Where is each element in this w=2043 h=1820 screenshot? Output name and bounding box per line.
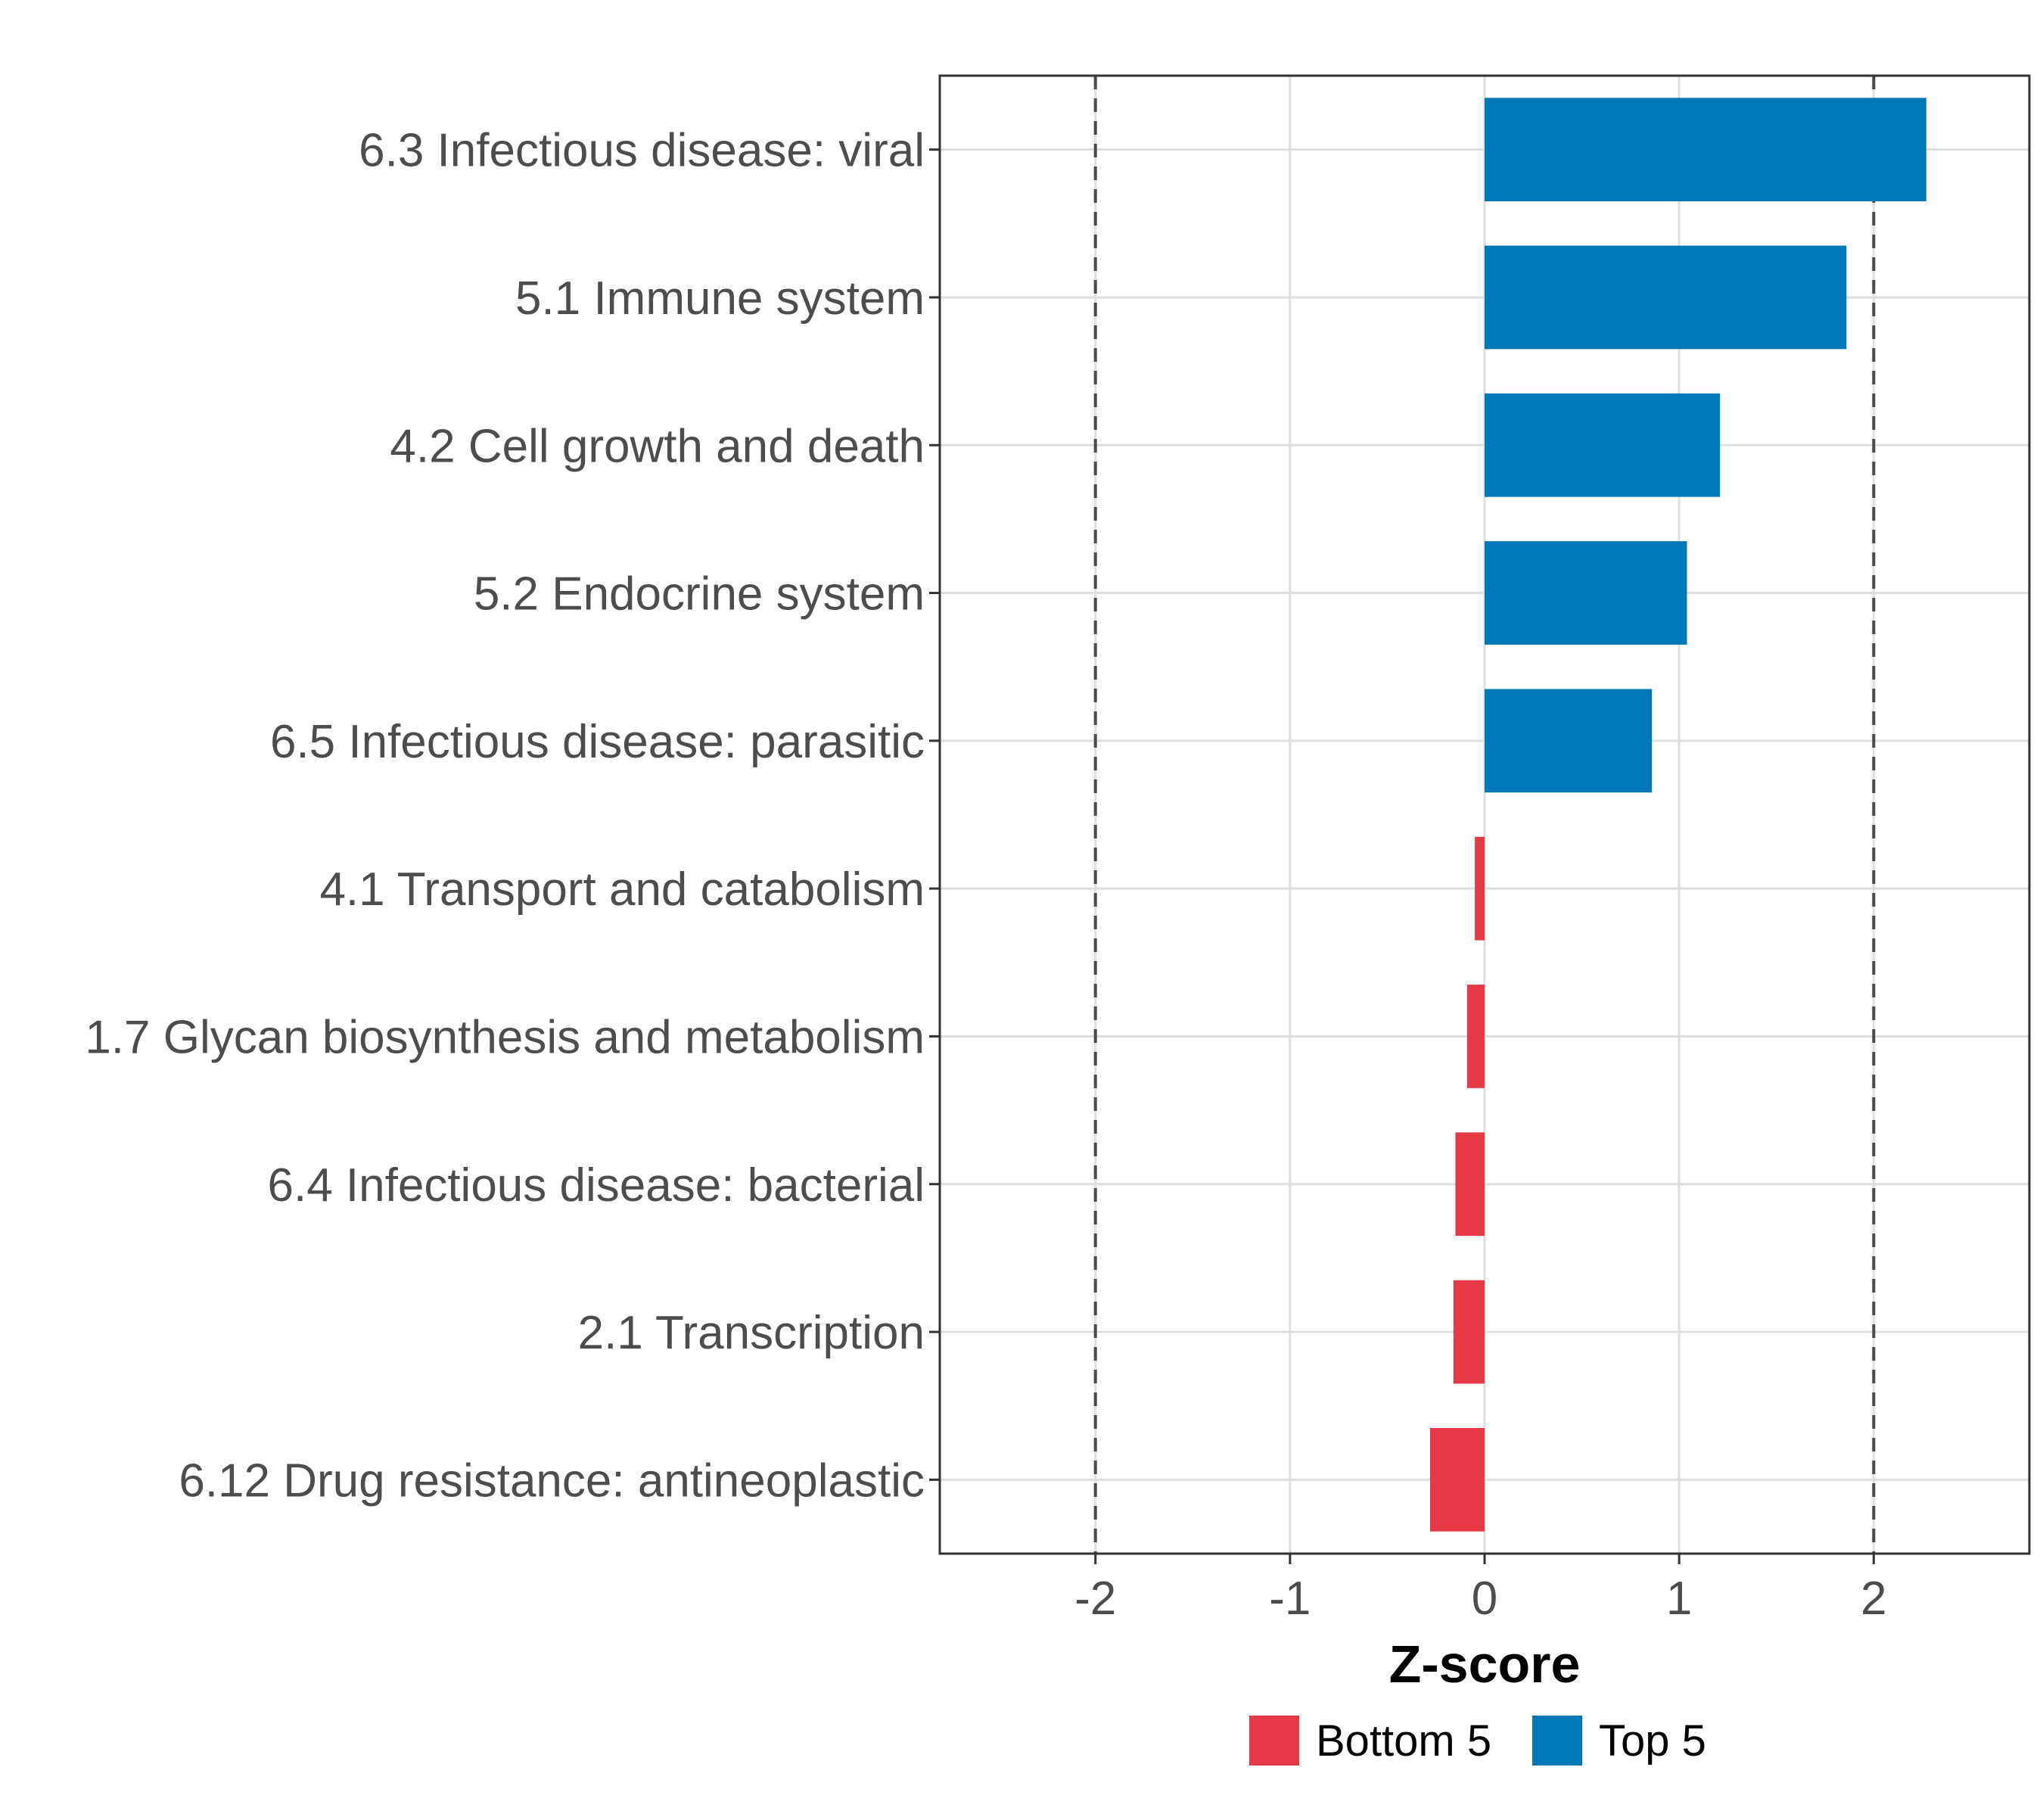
y-axis: 6.3 Infectious disease: viral 5.1 Immune … (85, 125, 940, 1507)
category-label: 6.4 Infectious disease: bacterial (267, 1159, 925, 1212)
legend-label: Top 5 (1599, 1716, 1706, 1766)
category-label: 4.2 Cell growth and death (390, 420, 925, 472)
bar (1485, 541, 1687, 645)
bar (1430, 1427, 1485, 1532)
bar (1455, 1132, 1485, 1237)
category-label: 6.5 Infectious disease: parasitic (270, 716, 925, 768)
x-tick-label: 2 (1861, 1573, 1886, 1625)
category-label: 1.7 Glycan biosynthesis and metabolism (85, 1011, 925, 1063)
category-label: 4.1 Transport and catabolism (319, 863, 925, 916)
bars (1430, 98, 1926, 1532)
legend: Bottom 5 Top 5 (1249, 1716, 1706, 1766)
x-tick-label: -1 (1269, 1573, 1311, 1625)
category-label: 2.1 Transcription (578, 1307, 925, 1359)
category-label: 5.1 Immune system (515, 272, 925, 325)
category-label: 6.3 Infectious disease: viral (359, 125, 925, 177)
bar (1485, 245, 1847, 350)
reference-lines (1093, 76, 1876, 1554)
x-tick-label: 0 (1472, 1573, 1497, 1625)
x-tick-label: 1 (1666, 1573, 1692, 1625)
bar (1475, 836, 1485, 941)
x-axis: -2 -1 0 1 2 (1074, 1554, 1887, 1625)
bar (1485, 393, 1721, 497)
category-label: 5.2 Endocrine system (474, 568, 925, 621)
legend-swatch (1249, 1716, 1299, 1766)
legend-label: Bottom 5 (1316, 1716, 1491, 1766)
legend-swatch (1532, 1716, 1582, 1766)
category-label: 6.12 Drug resistance: antineoplastic (179, 1454, 925, 1507)
bar (1485, 689, 1653, 793)
x-axis-title: Z-score (1389, 1635, 1581, 1694)
bar (1453, 1280, 1485, 1384)
x-tick-label: -2 (1074, 1573, 1116, 1625)
bar (1466, 985, 1485, 1088)
bar (1485, 98, 1926, 202)
